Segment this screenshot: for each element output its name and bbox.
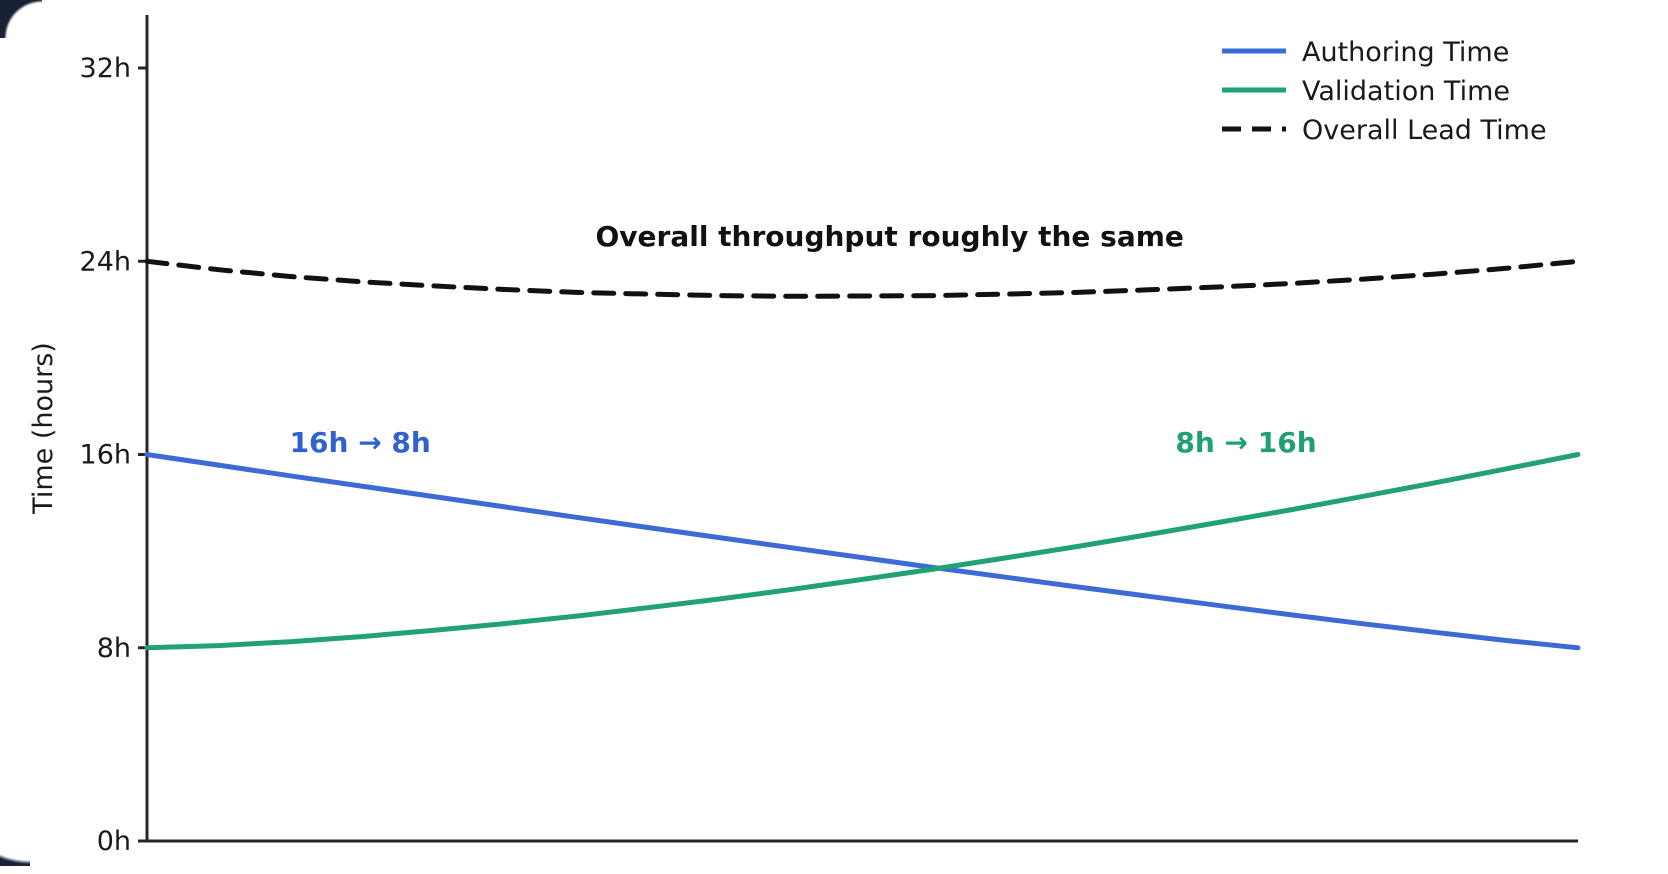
legend-label: Validation Time xyxy=(1302,76,1510,107)
throughput-note-annotation: Overall throughput roughly the same xyxy=(595,220,1183,253)
y-tick-label: 32h xyxy=(80,53,131,84)
y-tick-label: 16h xyxy=(80,440,131,471)
authoring-line xyxy=(144,452,1581,651)
screen-corner-artifact-bottom-left xyxy=(0,780,30,866)
lead-time-line xyxy=(144,258,1581,299)
screen-corner-artifact-top-left xyxy=(0,0,42,38)
y-tick-label: 24h xyxy=(80,246,131,277)
validation-note-annotation: 8h → 16h xyxy=(1175,426,1316,459)
y-axis-label: Time (hours) xyxy=(28,342,59,515)
y-tick-label: 0h xyxy=(97,826,131,857)
legend-label: Overall Lead Time xyxy=(1302,115,1547,146)
legend-label: Authoring Time xyxy=(1302,37,1509,68)
validation-line xyxy=(144,452,1581,651)
y-tick-label: 8h xyxy=(97,633,131,664)
legend: Authoring Time Validation Time Overall Lea… xyxy=(1222,37,1547,146)
authoring-note-annotation: 16h → 8h xyxy=(290,426,431,459)
